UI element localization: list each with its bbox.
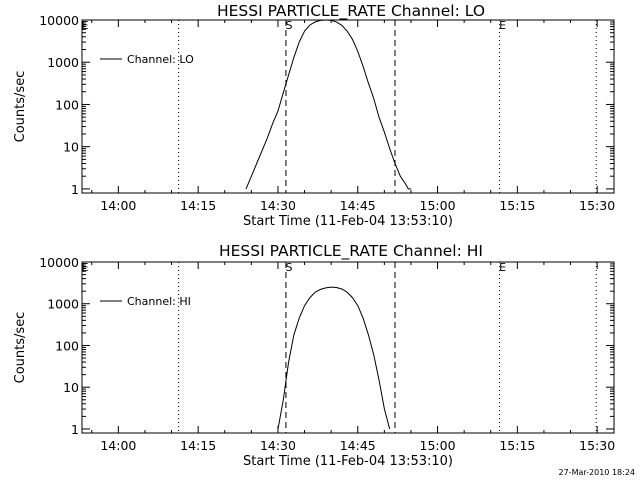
x-tick-label: 15:30 <box>579 438 615 453</box>
x-axis-label: Start Time (11-Feb-04 13:53:10) <box>243 214 453 229</box>
x-tick-label: 14:45 <box>340 198 376 213</box>
x-tick-label: 14:00 <box>100 438 136 453</box>
x-tick-label: 14:45 <box>340 438 376 453</box>
event-marker-label: E <box>499 261 506 274</box>
event-marker-label: S <box>285 261 292 274</box>
chart-title: HESSI PARTICLE_RATE Channel: LO <box>217 2 485 21</box>
x-tick-label: 15:00 <box>420 438 456 453</box>
y-tick-label: 10000 <box>39 13 79 28</box>
y-tick-label: 1 <box>71 182 79 197</box>
x-tick-label: 15:30 <box>579 198 615 213</box>
x-tick-label: 14:00 <box>100 198 136 213</box>
y-tick-label: 10 <box>63 140 79 155</box>
x-tick-label: 14:30 <box>260 438 296 453</box>
x-tick-label: 15:15 <box>499 438 535 453</box>
y-axis-label: Counts/sec <box>13 312 28 384</box>
plot-frame <box>81 261 615 434</box>
event-marker-label: E <box>82 19 89 32</box>
legend-label: Channel: LO <box>127 53 194 66</box>
x-tick-label: 14:15 <box>180 438 216 453</box>
y-tick-label: 1 <box>71 422 79 437</box>
x-tick-label: 15:00 <box>420 198 456 213</box>
chart-panel-hi: HESSI PARTICLE_RATE Channel: HI 14:00 14:… <box>13 242 615 469</box>
series-line <box>245 20 411 190</box>
x-tick-label: 14:15 <box>180 198 216 213</box>
timestamp-stamp: 27-Mar-2010 18:24 <box>559 468 636 477</box>
y-tick-label: 1000 <box>47 55 79 70</box>
y-tick-label: 100 <box>55 97 79 112</box>
legend-label: Channel: HI <box>127 295 191 308</box>
x-tick-label: 14:30 <box>260 198 296 213</box>
y-tick-label: 1000 <box>47 297 79 312</box>
y-axis-label: Counts/sec <box>13 71 28 143</box>
plot-frame <box>81 19 615 194</box>
y-tick-label: 100 <box>55 338 79 353</box>
series-line <box>277 286 391 430</box>
event-marker-label: E <box>82 261 89 274</box>
y-tick-label: 10 <box>63 380 79 395</box>
y-tick-label: 10000 <box>39 255 79 270</box>
chart-title: HESSI PARTICLE_RATE Channel: HI <box>219 242 483 261</box>
chart-panel-lo: HESSI PARTICLE_RATE Channel: LO 14:00 14:… <box>13 2 615 229</box>
event-marker-label: S <box>285 19 292 32</box>
event-marker-label: E <box>499 19 506 32</box>
x-tick-label: 15:15 <box>499 198 535 213</box>
x-axis-label: Start Time (11-Feb-04 13:53:10) <box>243 454 453 469</box>
